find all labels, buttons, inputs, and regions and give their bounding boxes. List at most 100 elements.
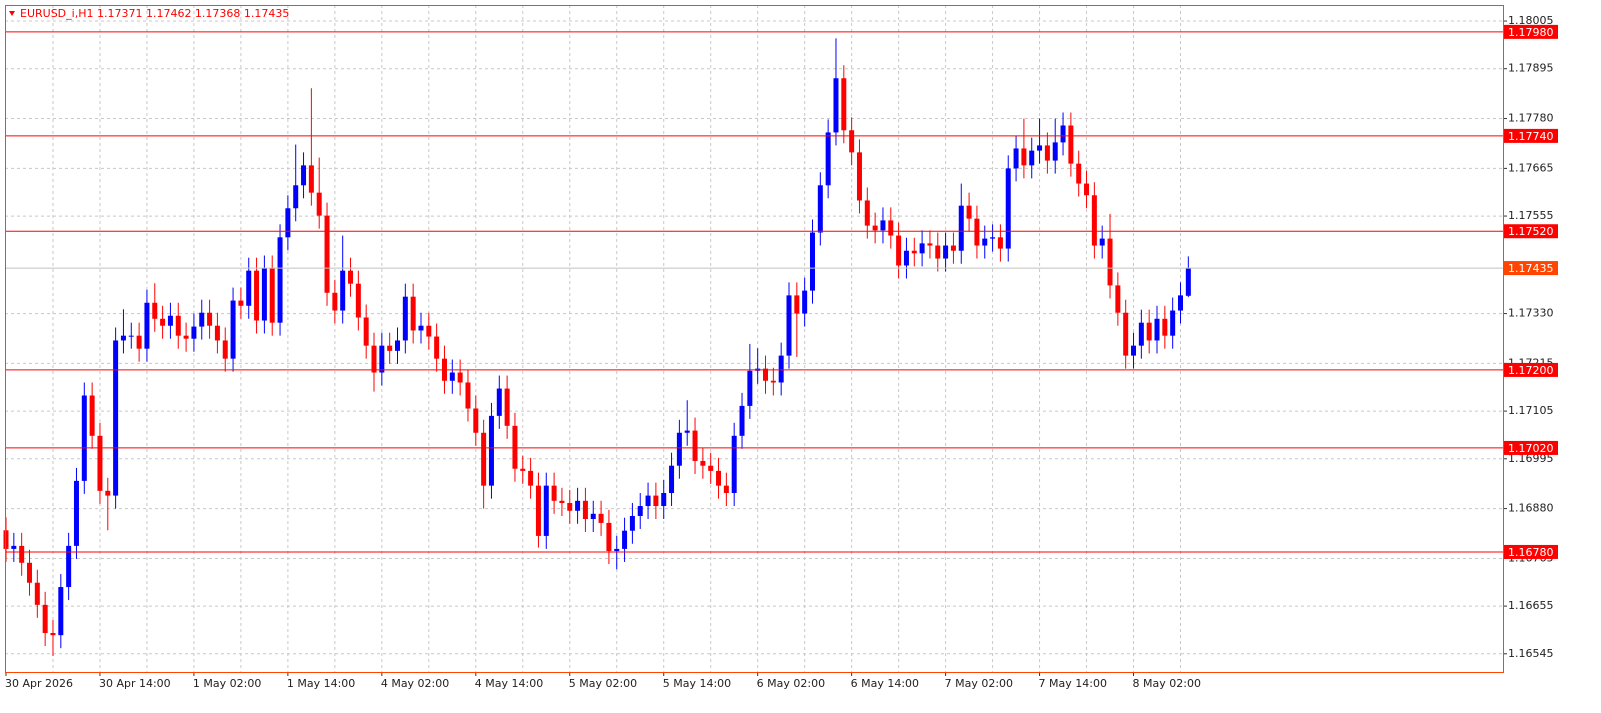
- level-label-box: [1504, 544, 1558, 559]
- candle-body: [97, 435, 103, 491]
- candle-body: [645, 495, 651, 507]
- candle-body: [903, 250, 909, 266]
- y-tick-label: 1.17665: [1508, 161, 1554, 174]
- candle-body: [19, 545, 25, 563]
- candle-body: [629, 515, 635, 531]
- x-tick-label: 4 May 02:00: [381, 677, 449, 690]
- candle-body: [763, 368, 769, 381]
- candle-body: [1185, 268, 1191, 296]
- level-label: 1.17200: [1508, 364, 1554, 377]
- candle-body: [332, 292, 338, 311]
- candle-body: [410, 296, 416, 331]
- candle-body: [1044, 145, 1050, 161]
- candle-body: [802, 290, 808, 314]
- candle-body: [434, 336, 440, 359]
- candle-body: [73, 480, 79, 546]
- candle-body: [575, 500, 581, 511]
- candle-body: [700, 460, 706, 466]
- candle-body: [26, 562, 32, 583]
- candle-body: [175, 315, 181, 336]
- candle-body: [1170, 310, 1176, 336]
- candle-body: [363, 317, 369, 346]
- candle-body: [833, 78, 839, 133]
- level-label-box: [1504, 128, 1558, 143]
- candle-body: [778, 355, 784, 383]
- y-tick-label: 1.17555: [1508, 209, 1554, 222]
- candle-body: [1178, 295, 1183, 311]
- y-tick-label: 1.16545: [1508, 647, 1554, 660]
- candle-body: [387, 345, 393, 351]
- candle-body: [692, 430, 698, 461]
- candle-body: [42, 604, 48, 633]
- candle-body: [747, 370, 753, 406]
- level-label: 1.17520: [1508, 225, 1554, 238]
- candle-body: [222, 340, 228, 359]
- candle-body: [551, 485, 557, 501]
- candle-body: [1154, 318, 1160, 341]
- candle-body: [684, 430, 690, 433]
- y-tick-label: 1.17780: [1508, 112, 1554, 125]
- title-icon: [9, 11, 15, 16]
- candle-body: [1099, 238, 1105, 246]
- candle-body: [880, 220, 886, 231]
- candle-body: [340, 270, 346, 311]
- candle-body: [927, 243, 933, 246]
- candle-body: [324, 215, 330, 293]
- candle-body: [504, 388, 510, 426]
- candle-body: [246, 270, 252, 306]
- y-tick-label: 1.17330: [1508, 307, 1554, 320]
- candle-body: [794, 295, 800, 314]
- level-label-box: [1504, 24, 1558, 39]
- candle-body: [841, 78, 847, 131]
- candle-body: [990, 237, 996, 239]
- candle-body: [716, 470, 722, 486]
- candle-body: [1060, 125, 1066, 143]
- candle-body: [136, 335, 142, 349]
- level-label-box: [1504, 224, 1558, 239]
- candle-body: [238, 300, 244, 306]
- candle-body: [105, 490, 111, 496]
- candle-body: [269, 268, 275, 323]
- candle-body: [308, 165, 314, 193]
- x-tick-label: 5 May 02:00: [569, 677, 637, 690]
- candle-body: [958, 205, 964, 251]
- level-label: 1.16780: [1508, 546, 1554, 559]
- candle-body: [1146, 322, 1152, 341]
- candle-body: [817, 185, 823, 233]
- candle-body: [207, 312, 213, 326]
- candle-body: [152, 302, 158, 319]
- candle-body: [974, 218, 980, 246]
- candle-body: [285, 208, 291, 238]
- candle-body: [496, 388, 502, 416]
- x-tick-label: 7 May 14:00: [1039, 677, 1107, 690]
- candle-body: [1029, 150, 1035, 166]
- candle-body: [1084, 183, 1090, 196]
- price-label-box: [1504, 261, 1558, 276]
- candle-body: [849, 130, 855, 153]
- candle-body: [512, 425, 518, 469]
- candle-body: [770, 380, 776, 383]
- y-tick-label: 1.16655: [1508, 599, 1554, 612]
- x-tick-label: 4 May 14:00: [475, 677, 543, 690]
- candle-body: [535, 485, 541, 536]
- candle-body: [637, 506, 643, 516]
- candle-body: [582, 500, 588, 520]
- price-label: 1.17435: [1508, 262, 1554, 275]
- candle-body: [1021, 148, 1027, 166]
- candle-body: [1162, 318, 1168, 336]
- candle-body: [120, 335, 126, 341]
- x-tick-label: 30 Apr 14:00: [99, 677, 171, 690]
- x-tick-label: 1 May 14:00: [287, 677, 355, 690]
- candle-body: [1107, 238, 1113, 286]
- candle-body: [919, 243, 925, 254]
- candle-body: [567, 502, 573, 511]
- y-tick-label: 1.18005: [1508, 14, 1554, 27]
- candle-body: [293, 185, 299, 209]
- level-label-box: [1504, 440, 1558, 455]
- candle-body: [199, 312, 205, 327]
- candle-body: [465, 382, 471, 409]
- candle-body: [622, 530, 628, 549]
